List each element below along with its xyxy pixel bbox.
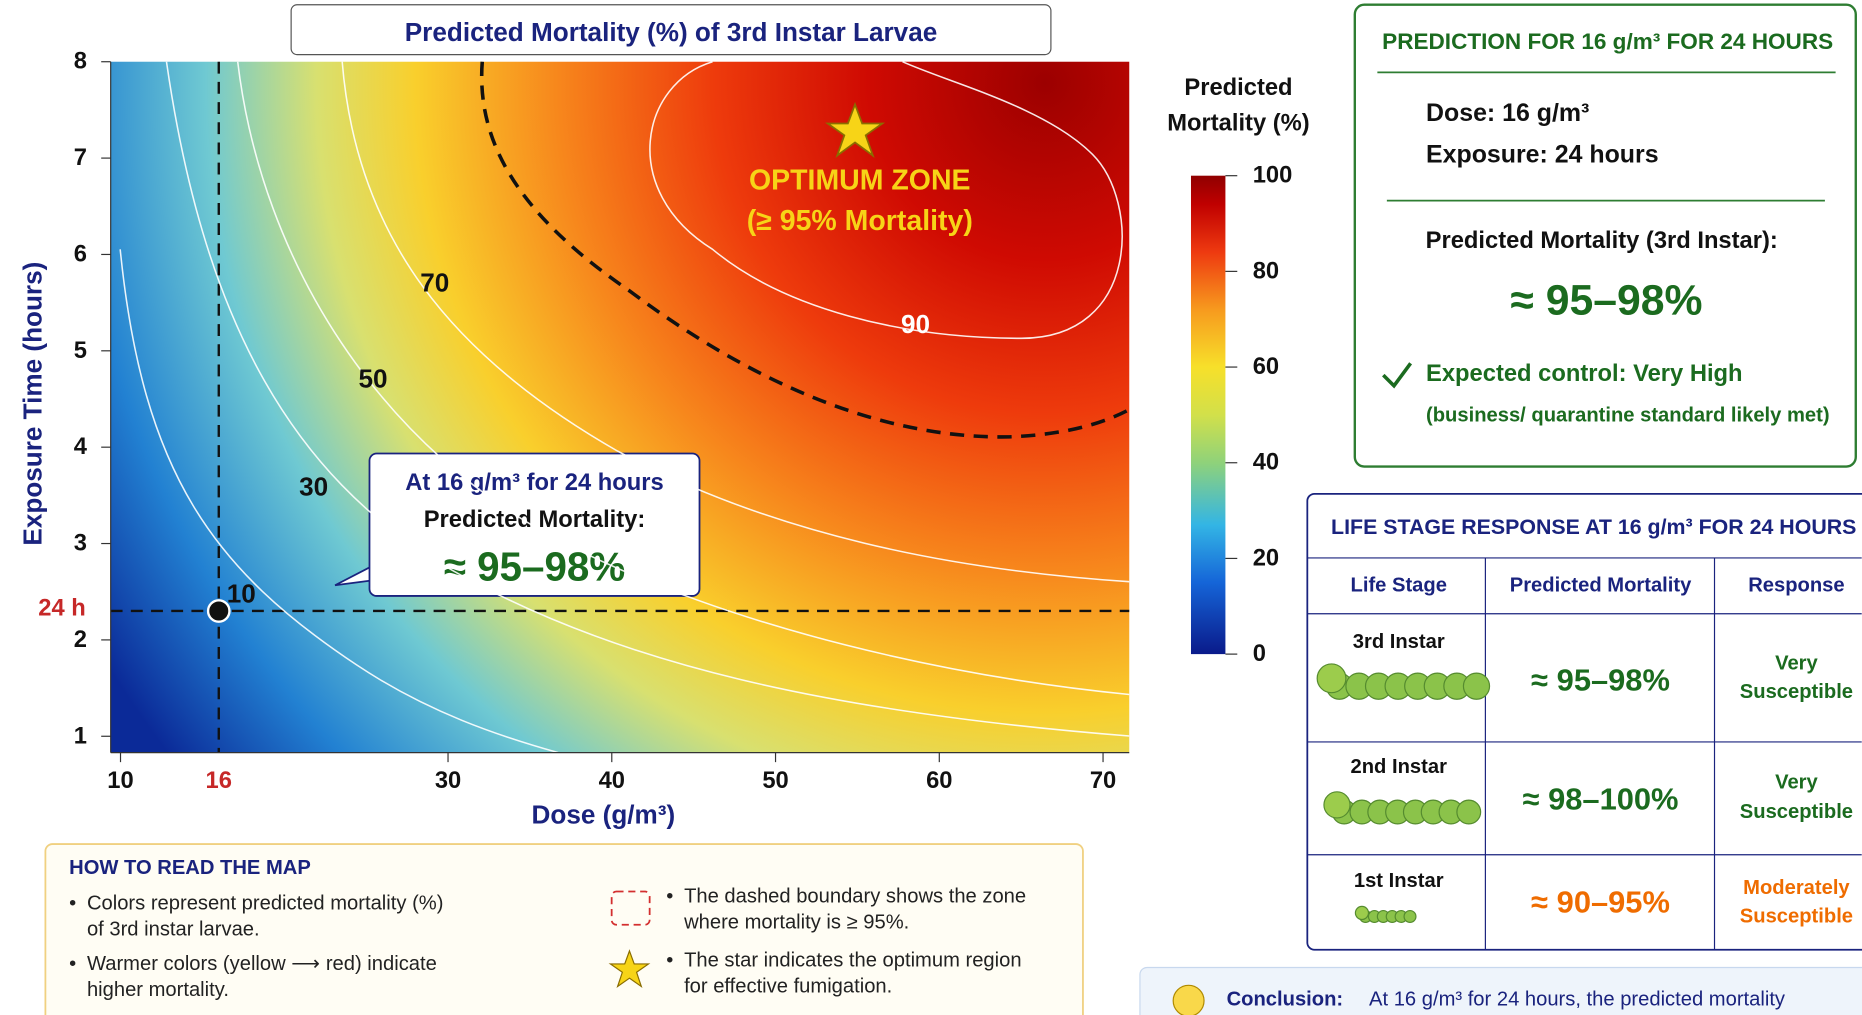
info-text: higher mortality. [87, 979, 229, 1001]
colorbar-tick-label: 40 [1253, 450, 1279, 476]
colorbar-tick-label: 80 [1253, 258, 1279, 284]
conclusion: Conclusion: At 16 g/m³ for 24 hours, the… [1140, 968, 1862, 1015]
dose-text: Dose: 16 g/m³ [1426, 99, 1589, 127]
info-title: HOW TO READ THE MAP [69, 857, 311, 879]
stage-response: Very [1775, 771, 1818, 793]
prediction-label: Predicted Mortality (3rd Instar): [1426, 228, 1778, 254]
heatmap-field [111, 62, 1130, 753]
contour-label: 30 [299, 472, 328, 502]
y-tick-label: 5 [74, 338, 87, 364]
panel-title: PREDICTION FOR 16 g/m³ FOR 24 HOURS [1382, 29, 1833, 54]
bulb-icon [1173, 985, 1204, 1015]
stage-name: 3rd Instar [1353, 631, 1445, 653]
y-tick-label: 1 [74, 723, 87, 749]
column-header: Predicted Mortality [1510, 574, 1692, 596]
table-title: LIFE STAGE RESPONSE AT 16 g/m³ FOR 24 HO… [1331, 515, 1856, 539]
stage-mortality: ≈ 95–98% [1531, 663, 1670, 698]
info-text: Warmer colors (yellow ⟶ red) indicate [87, 953, 437, 975]
info-text: of 3rd instar larvae. [87, 919, 260, 941]
info-text: where mortality is ≥ 95%. [683, 911, 909, 933]
optimum-sublabel: (≥ 95% Mortality) [747, 205, 973, 237]
info-text: The dashed boundary shows the zone [684, 885, 1026, 907]
y-tick-label: 6 [74, 241, 87, 267]
colorbar-tick-label: 0 [1253, 641, 1266, 667]
marker-x-label: 16 [206, 768, 232, 794]
colorbar-tick-label: 20 [1253, 545, 1279, 571]
stage-response: Moderately [1743, 877, 1850, 899]
info-text: The star indicates the optimum region [684, 949, 1022, 971]
caterpillar-icon [1463, 673, 1489, 699]
contour-label: 50 [359, 364, 388, 394]
callout-value: ≈ 95–98% [444, 543, 625, 589]
column-header: Response [1748, 574, 1844, 596]
chart-title: Predicted Mortality (%) of 3rd Instar La… [405, 17, 937, 47]
y-tick-label: 2 [74, 627, 87, 653]
life-stage-table: LIFE STAGE RESPONSE AT 16 g/m³ FOR 24 HO… [1307, 494, 1862, 950]
prediction-value: ≈ 95–98% [1510, 276, 1702, 324]
conclusion-text: At 16 g/m³ for 24 hours, the predicted m… [1369, 989, 1786, 1011]
colorbar [1191, 176, 1225, 654]
x-tick-label: 70 [1090, 768, 1116, 794]
colorbar-title: Predicted [1184, 75, 1292, 101]
how-to-read: HOW TO READ THE MAP • Colors represent pr… [45, 844, 1083, 1015]
chart: Predicted Mortality (%) of 3rd Instar La… [17, 5, 1309, 830]
stage-name: 2nd Instar [1351, 756, 1448, 778]
y-tick-label: 7 [74, 145, 87, 171]
info-text: for effective fumigation. [684, 976, 892, 998]
y-axis-label: Exposure Time (hours) [17, 262, 47, 546]
optimum-label: OPTIMUM ZONE [749, 164, 971, 196]
marker-y-label: 24 h [38, 596, 86, 622]
control-text: Expected control: Very High [1426, 361, 1743, 387]
caterpillar-icon [1324, 792, 1350, 818]
info-text: Colors represent predicted mortality (%) [87, 892, 444, 914]
stage-name: 1st Instar [1354, 870, 1444, 892]
stage-response: Susceptible [1740, 681, 1853, 703]
y-tick-label: 8 [74, 49, 87, 75]
x-tick-label: 40 [599, 768, 625, 794]
caterpillar-icon [1317, 664, 1346, 693]
y-tick-label: 4 [74, 434, 88, 460]
bullet: • [666, 949, 673, 971]
x-axis-label: Dose (g/m³) [532, 799, 676, 829]
caterpillar-icon [1457, 800, 1481, 824]
stage-mortality: ≈ 90–95% [1531, 885, 1670, 920]
stage-response: Susceptible [1740, 801, 1853, 823]
contour-label: 10 [227, 579, 256, 609]
callout-line: At 16 g/m³ for 24 hours [405, 470, 663, 496]
x-tick-label: 60 [926, 768, 952, 794]
contour-label: 90 [901, 309, 930, 339]
bullet: • [666, 885, 673, 907]
caterpillar-icon [1404, 911, 1416, 923]
bullet: • [69, 953, 76, 975]
conclusion-label: Conclusion: [1227, 989, 1344, 1011]
y-tick-label: 3 [74, 531, 87, 557]
stage-response: Very [1775, 653, 1818, 675]
exposure-text: Exposure: 24 hours [1426, 140, 1659, 168]
colorbar-tick-label: 60 [1253, 354, 1279, 380]
column-header: Life Stage [1351, 574, 1447, 596]
colorbar-tick-label: 100 [1253, 163, 1293, 189]
callout-line: Predicted Mortality: [424, 507, 646, 533]
page: Predicted Mortality (%) of 3rd Instar La… [0, 0, 1862, 1015]
caterpillar-icon [1355, 906, 1368, 919]
prediction-panel: PREDICTION FOR 16 g/m³ FOR 24 HOURS Dose… [1355, 5, 1856, 467]
x-tick-label: 30 [435, 768, 461, 794]
x-tick-label: 10 [107, 768, 133, 794]
stage-response: Susceptible [1740, 905, 1853, 927]
bullet: • [69, 892, 76, 914]
colorbar-title: Mortality (%) [1167, 110, 1309, 136]
contour-label: 70 [420, 268, 449, 298]
x-tick-label: 50 [762, 768, 788, 794]
stage-mortality: ≈ 98–100% [1523, 781, 1679, 816]
control-note: (business/ quarantine standard likely me… [1426, 404, 1830, 426]
